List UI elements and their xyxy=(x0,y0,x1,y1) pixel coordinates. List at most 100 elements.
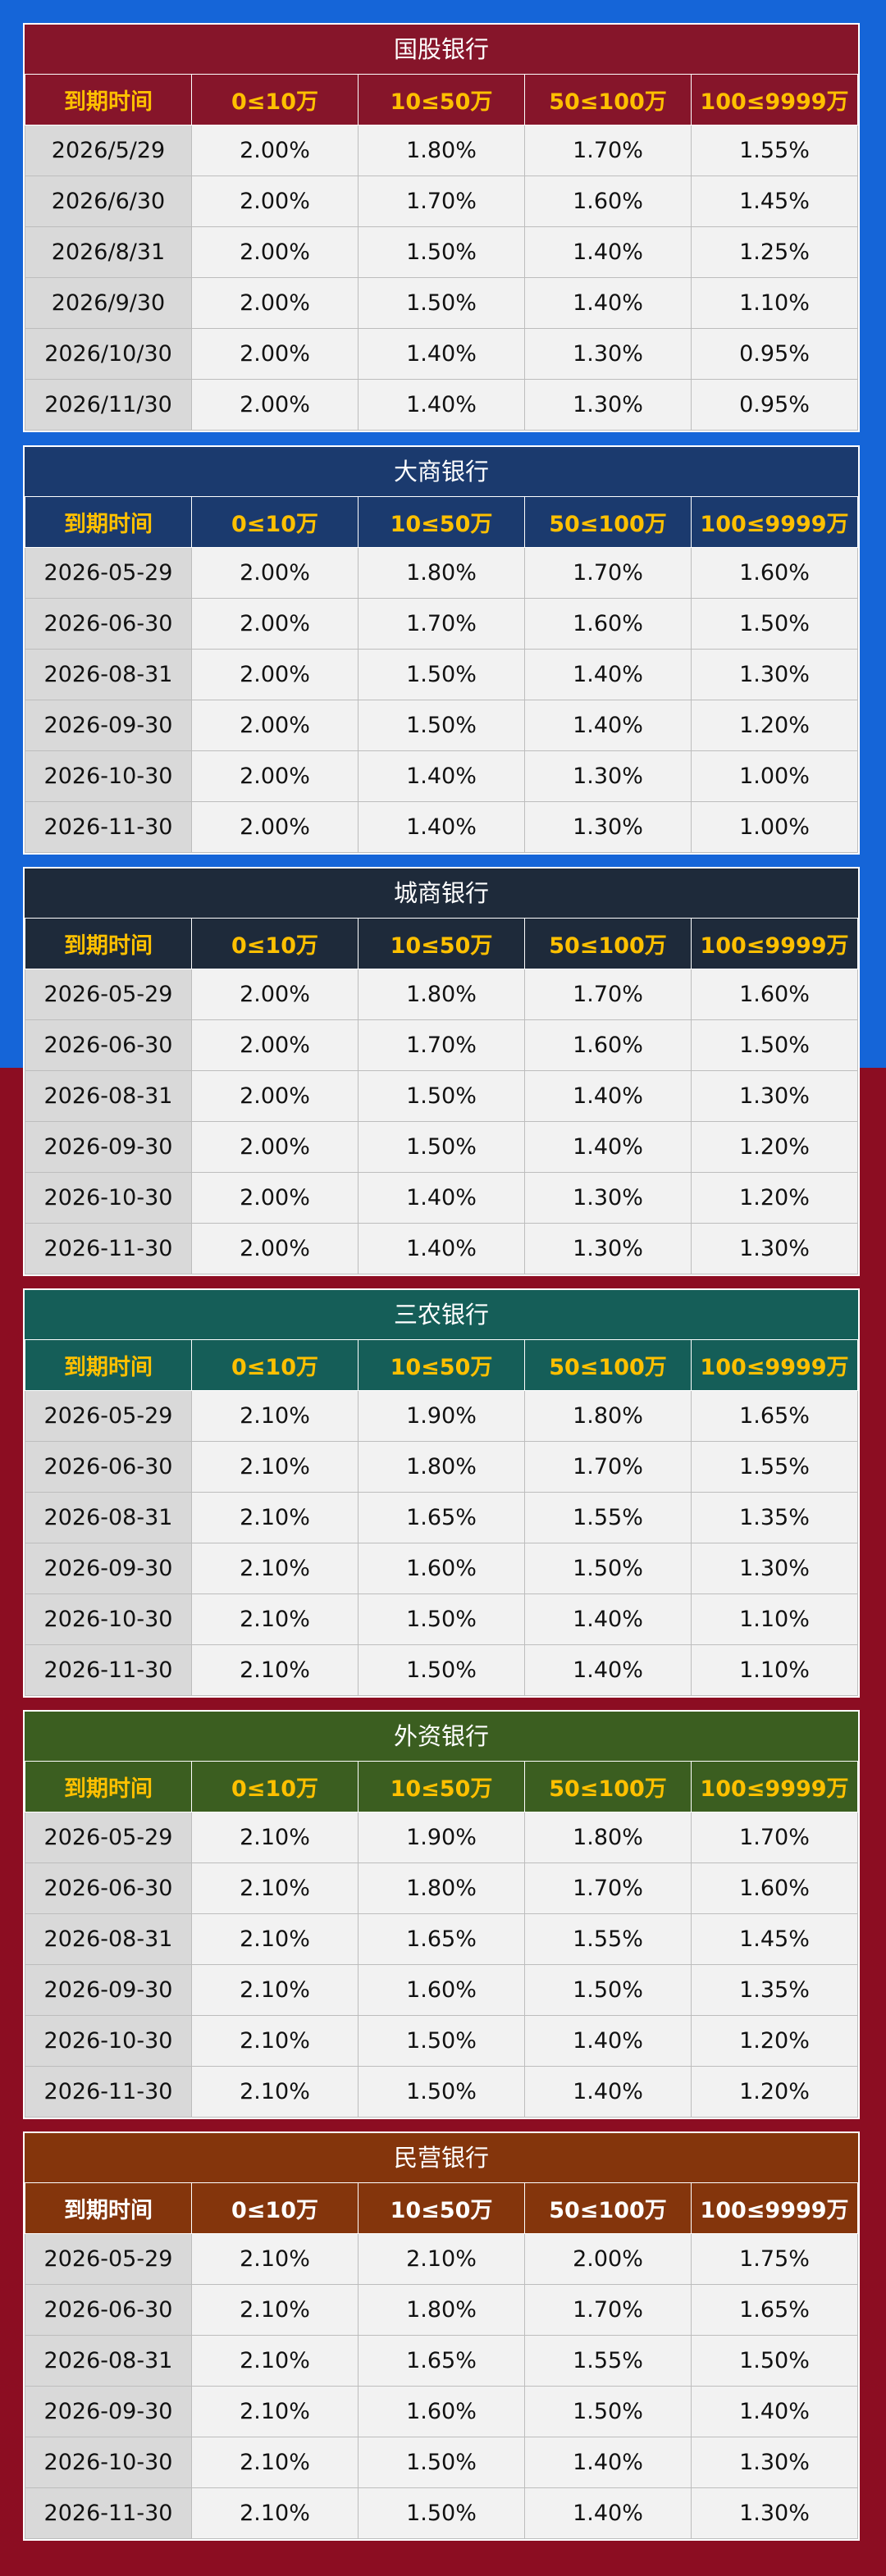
column-header-tier-10-50: 10≤50万 xyxy=(358,1339,525,1391)
maturity-date-cell: 2026-06-30 xyxy=(25,1441,192,1493)
rate-cell-tier-0-10: 2.00% xyxy=(191,379,359,431)
maturity-date-cell: 2026-11-30 xyxy=(25,2487,192,2539)
rate-cell-tier-100-9999: 1.60% xyxy=(691,547,858,599)
column-header-tier-0-10: 0≤10万 xyxy=(191,496,359,548)
table-header-row: 到期时间 0≤10万 10≤50万 50≤100万 100≤9999万 xyxy=(25,1339,858,1391)
rate-cell-tier-10-50: 1.60% xyxy=(358,1543,525,1594)
rate-table: 到期时间 0≤10万 10≤50万 50≤100万 100≤9999万 2026-05-2… xyxy=(25,2182,858,2539)
column-header-tier-10-50: 10≤50万 xyxy=(358,918,525,969)
rate-cell-tier-0-10: 2.10% xyxy=(191,2284,359,2336)
rate-cell-tier-0-10: 2.00% xyxy=(191,1223,359,1274)
table-row: 2026-10-30 2.00% 1.40% 1.30% 1.00% xyxy=(25,750,858,802)
rate-cell-tier-50-100: 1.40% xyxy=(524,1593,692,1645)
rate-cell-tier-0-10: 2.10% xyxy=(191,2233,359,2285)
table-row: 2026-11-30 2.00% 1.40% 1.30% 1.00% xyxy=(25,801,858,853)
rate-cell-tier-0-10: 2.00% xyxy=(191,598,359,650)
rate-cell-tier-10-50: 1.90% xyxy=(358,1812,525,1863)
rate-cell-tier-0-10: 2.10% xyxy=(191,2335,359,2387)
rate-cell-tier-0-10: 2.10% xyxy=(191,1441,359,1493)
rate-cell-tier-50-100: 1.30% xyxy=(524,1172,692,1224)
maturity-date-cell: 2026/10/30 xyxy=(25,328,192,380)
table-row: 2026-08-31 2.10% 1.65% 1.55% 1.50% xyxy=(25,2335,858,2387)
maturity-date-cell: 2026-08-31 xyxy=(25,2335,192,2387)
maturity-date-cell: 2026-05-29 xyxy=(25,2233,192,2285)
maturity-date-cell: 2026-05-29 xyxy=(25,1390,192,1442)
rate-cell-tier-50-100: 1.55% xyxy=(524,1492,692,1543)
rate-cell-tier-50-100: 1.70% xyxy=(524,1862,692,1914)
maturity-date-cell: 2026/8/31 xyxy=(25,226,192,278)
table-header-row: 到期时间 0≤10万 10≤50万 50≤100万 100≤9999万 xyxy=(25,2182,858,2234)
table-row: 2026-09-30 2.10% 1.60% 1.50% 1.35% xyxy=(25,1964,858,2016)
maturity-date-cell: 2026/11/30 xyxy=(25,379,192,431)
column-header-maturity-date: 到期时间 xyxy=(25,1761,192,1812)
rate-cell-tier-50-100: 1.80% xyxy=(524,1390,692,1442)
table-row: 2026-06-30 2.10% 1.80% 1.70% 1.65% xyxy=(25,2284,858,2336)
column-header-tier-50-100: 50≤100万 xyxy=(524,496,692,548)
rate-cell-tier-50-100: 1.80% xyxy=(524,1812,692,1863)
maturity-date-cell: 2026-06-30 xyxy=(25,1019,192,1071)
rate-cell-tier-0-10: 2.00% xyxy=(191,277,359,329)
rate-cell-tier-0-10: 2.10% xyxy=(191,2015,359,2067)
maturity-date-cell: 2026/9/30 xyxy=(25,277,192,329)
rate-cell-tier-100-9999: 0.95% xyxy=(691,379,858,431)
maturity-date-cell: 2026-05-29 xyxy=(25,547,192,599)
rate-cell-tier-50-100: 1.50% xyxy=(524,2386,692,2437)
rate-cell-tier-10-50: 1.50% xyxy=(358,2437,525,2488)
rate-cell-tier-50-100: 1.40% xyxy=(524,700,692,751)
rate-cell-tier-0-10: 2.10% xyxy=(191,1390,359,1442)
rate-cell-tier-10-50: 2.10% xyxy=(358,2233,525,2285)
rate-cell-tier-0-10: 2.10% xyxy=(191,1862,359,1914)
rate-cell-tier-50-100: 1.40% xyxy=(524,2015,692,2067)
table-row: 2026/5/29 2.00% 1.80% 1.70% 1.55% xyxy=(25,125,858,176)
rate-cell-tier-50-100: 1.30% xyxy=(524,801,692,853)
rate-cell-tier-50-100: 1.40% xyxy=(524,226,692,278)
table-row: 2026-06-30 2.10% 1.80% 1.70% 1.60% xyxy=(25,1862,858,1914)
rate-cell-tier-100-9999: 1.50% xyxy=(691,1019,858,1071)
rate-cell-tier-100-9999: 1.65% xyxy=(691,2284,858,2336)
table-row: 2026-08-31 2.00% 1.50% 1.40% 1.30% xyxy=(25,649,858,700)
rate-cell-tier-10-50: 1.40% xyxy=(358,379,525,431)
column-header-tier-100-9999: 100≤9999万 xyxy=(691,1761,858,1812)
rate-cell-tier-10-50: 1.40% xyxy=(358,328,525,380)
maturity-date-cell: 2026-06-30 xyxy=(25,2284,192,2336)
rate-cell-tier-10-50: 1.65% xyxy=(358,1913,525,1965)
table-row: 2026-09-30 2.10% 1.60% 1.50% 1.40% xyxy=(25,2386,858,2437)
rate-cell-tier-10-50: 1.90% xyxy=(358,1390,525,1442)
rate-cell-tier-0-10: 2.10% xyxy=(191,1812,359,1863)
rate-cell-tier-0-10: 2.10% xyxy=(191,1913,359,1965)
rate-cell-tier-100-9999: 1.10% xyxy=(691,1593,858,1645)
table-row: 2026-09-30 2.00% 1.50% 1.40% 1.20% xyxy=(25,700,858,751)
table-row: 2026-06-30 2.10% 1.80% 1.70% 1.55% xyxy=(25,1441,858,1493)
rate-cell-tier-50-100: 1.40% xyxy=(524,2487,692,2539)
rate-cell-tier-10-50: 1.80% xyxy=(358,125,525,176)
table-row: 2026-11-30 2.10% 1.50% 1.40% 1.10% xyxy=(25,1644,858,1696)
table-header-row: 到期时间 0≤10万 10≤50万 50≤100万 100≤9999万 xyxy=(25,496,858,548)
rate-cell-tier-100-9999: 1.25% xyxy=(691,226,858,278)
rate-cell-tier-50-100: 1.40% xyxy=(524,649,692,700)
table-row: 2026/10/30 2.00% 1.40% 1.30% 0.95% xyxy=(25,328,858,380)
rate-cell-tier-100-9999: 1.55% xyxy=(691,1441,858,1493)
rate-cell-tier-50-100: 1.40% xyxy=(524,1121,692,1173)
rate-cell-tier-100-9999: 1.60% xyxy=(691,969,858,1020)
rate-cell-tier-0-10: 2.00% xyxy=(191,750,359,802)
table-row: 2026-05-29 2.10% 1.90% 1.80% 1.65% xyxy=(25,1390,858,1442)
rate-cell-tier-50-100: 1.40% xyxy=(524,277,692,329)
rate-cell-tier-0-10: 2.00% xyxy=(191,700,359,751)
rate-cell-tier-100-9999: 1.40% xyxy=(691,2386,858,2437)
column-header-maturity-date: 到期时间 xyxy=(25,74,192,125)
rate-cell-tier-0-10: 2.10% xyxy=(191,1543,359,1594)
rate-cell-tier-100-9999: 1.10% xyxy=(691,1644,858,1696)
rate-cell-tier-10-50: 1.40% xyxy=(358,1223,525,1274)
column-header-tier-50-100: 50≤100万 xyxy=(524,74,692,125)
rate-cell-tier-50-100: 2.00% xyxy=(524,2233,692,2285)
rate-cell-tier-10-50: 1.80% xyxy=(358,1441,525,1493)
rate-cell-tier-100-9999: 1.55% xyxy=(691,125,858,176)
column-header-tier-10-50: 10≤50万 xyxy=(358,1761,525,1812)
rate-cell-tier-10-50: 1.50% xyxy=(358,700,525,751)
rate-cell-tier-0-10: 2.00% xyxy=(191,328,359,380)
bank-panel-chengshang: 城商银行 到期时间 0≤10万 10≤50万 50≤100万 100≤9999万 2026-… xyxy=(23,867,860,1276)
bank-panel-title: 三农银行 xyxy=(25,1290,858,1339)
rate-cell-tier-100-9999: 1.20% xyxy=(691,1172,858,1224)
column-header-tier-50-100: 50≤100万 xyxy=(524,918,692,969)
table-row: 2026-06-30 2.00% 1.70% 1.60% 1.50% xyxy=(25,598,858,650)
